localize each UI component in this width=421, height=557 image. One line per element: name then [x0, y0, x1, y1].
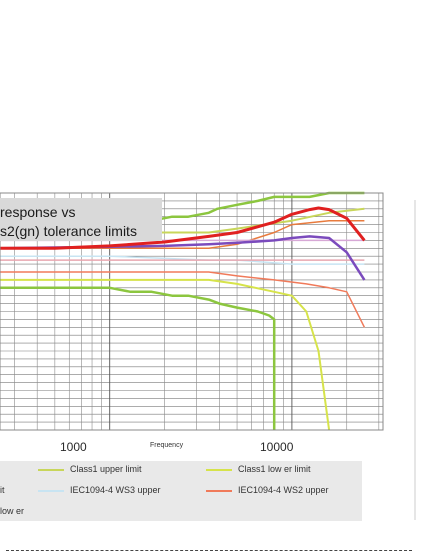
legend-label: IEC1094-4 WS3 upper	[70, 485, 161, 495]
series-line-1	[0, 286, 276, 430]
adjacent-panel-edge	[414, 200, 416, 520]
legend-item-ws3-upper: IEC1094-4 WS3 upper	[38, 485, 161, 495]
legend-swatch	[38, 489, 64, 492]
legend-swatch	[206, 489, 232, 492]
legend-label: low er	[0, 506, 25, 516]
x-tick-label-10000: 10000	[260, 440, 294, 454]
legend-swatch	[206, 468, 232, 471]
legend-label: IEC1094-4 WS2 upper	[238, 485, 329, 495]
x-axis-label: Frequency	[150, 442, 184, 449]
x-tick-label-1000: 1000	[60, 440, 87, 454]
legend-item-class1-upper: Class1 upper limit	[38, 464, 142, 474]
legend-swatch	[38, 468, 64, 471]
series-line-6	[0, 219, 365, 250]
series-line-9	[0, 235, 366, 281]
legend-label: it	[0, 485, 5, 495]
chart-title-line-1: response vs	[0, 204, 76, 220]
series-line-3	[0, 278, 331, 431]
legend: Class1 upper limit Class1 low er limit i…	[0, 461, 362, 521]
series-line-5	[0, 271, 366, 328]
legend-item-ws2-upper: IEC1094-4 WS2 upper	[206, 485, 329, 495]
legend-label: Class1 upper limit	[70, 464, 142, 474]
series-line-10	[0, 206, 366, 250]
legend-item-truncated-2: low er	[0, 506, 24, 516]
legend-item-truncated-1: it	[0, 485, 5, 495]
plot-frame	[0, 192, 384, 431]
legend-item-class1-lower: Class1 low er limit	[206, 464, 311, 474]
bottom-dashed-rule	[6, 550, 412, 551]
legend-label: Class1 low er limit	[238, 464, 311, 474]
chart-title-line-2: s2(gn) tolerance limits	[0, 223, 137, 239]
chart-title-box	[0, 198, 162, 241]
